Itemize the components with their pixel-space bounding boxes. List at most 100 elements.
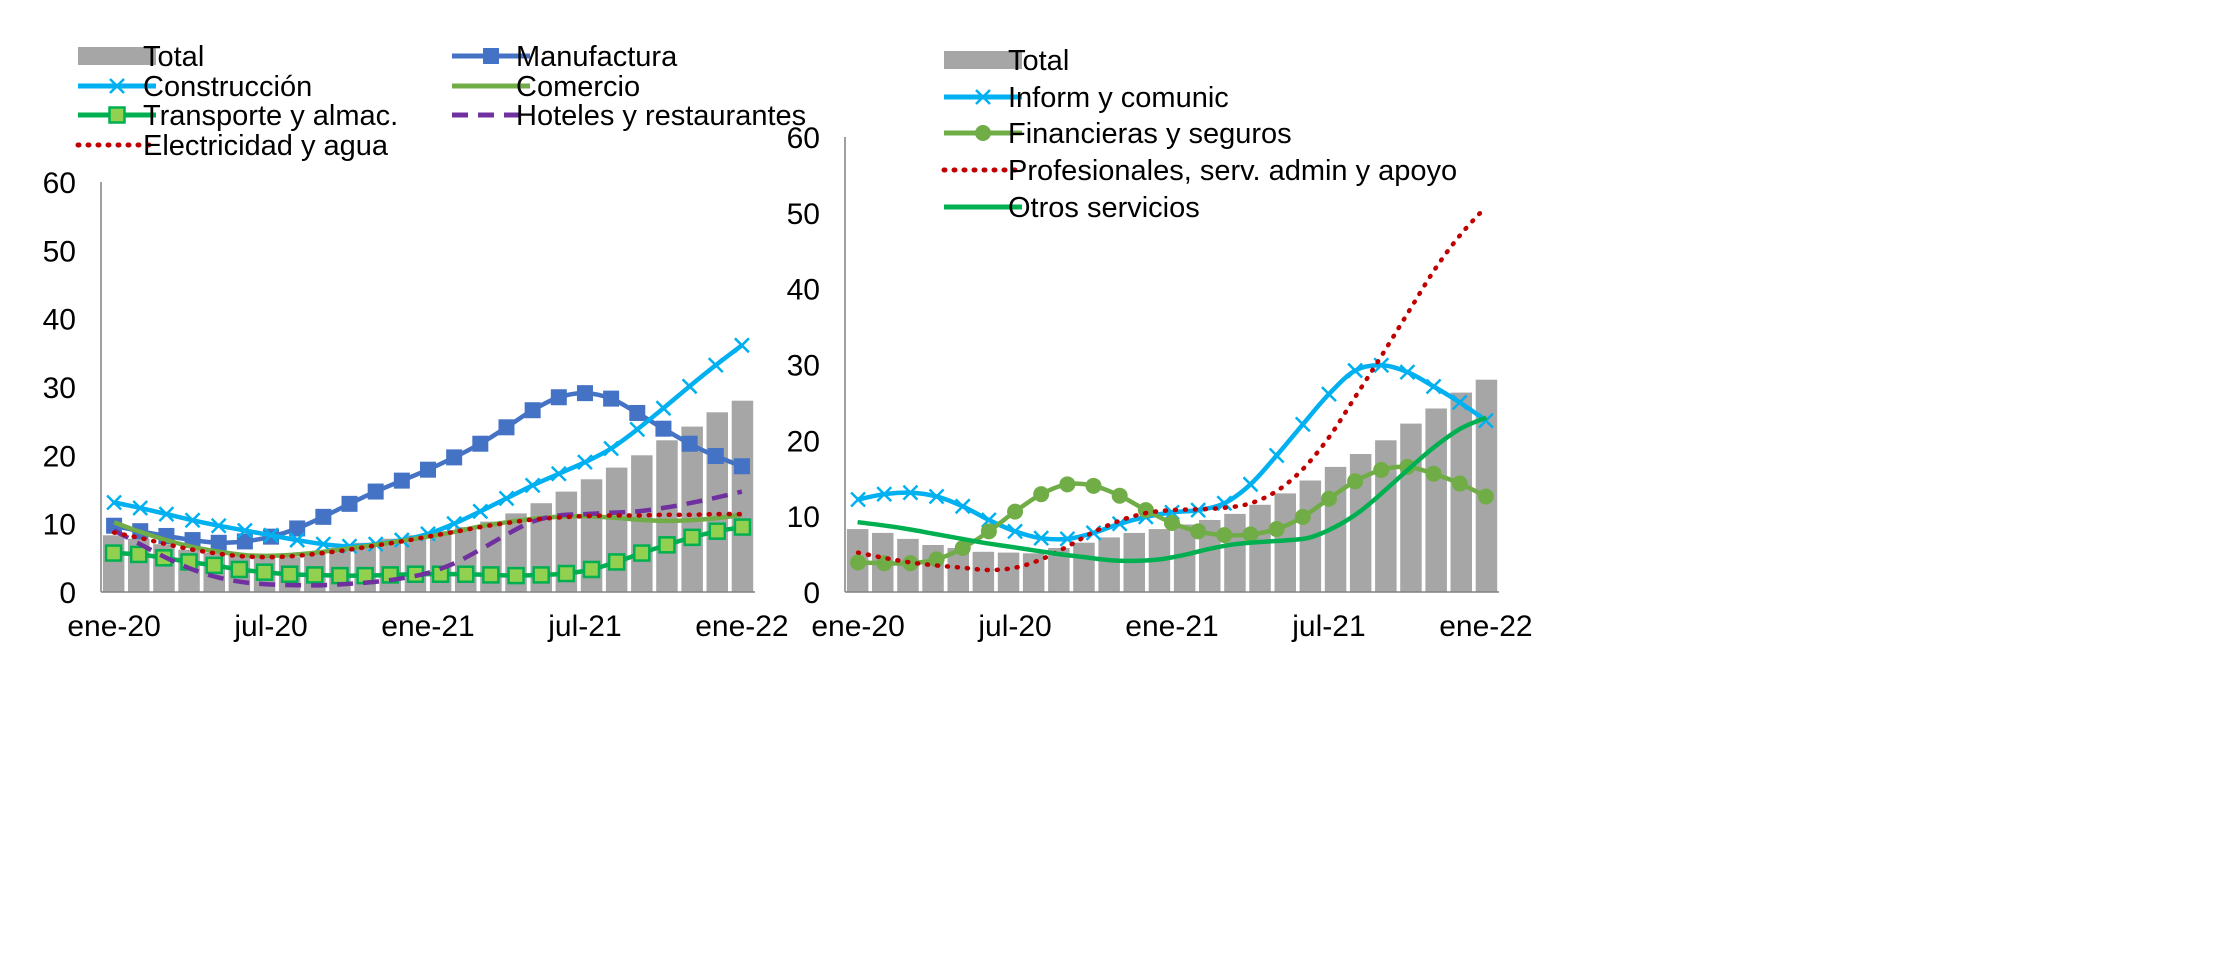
y-tick-label: 40 [787, 274, 820, 307]
data-point [683, 528, 701, 547]
legend-item-transporte-y-almac: Transporte y almac. [78, 100, 398, 132]
bar [1249, 504, 1271, 592]
legend-item-electricidad-y-agua: Electricidad y agua [75, 130, 389, 162]
series-line [113, 512, 743, 559]
line-series-otros-servicios [857, 415, 1488, 564]
data-point [681, 378, 698, 395]
x-tick-label: jul-21 [547, 610, 621, 643]
y-tick-label: 10 [787, 501, 820, 534]
data-point [1321, 386, 1337, 402]
data-point [1268, 521, 1285, 538]
legend-item-comercio: Comercio [452, 71, 640, 103]
y-tick-label: 30 [43, 372, 76, 405]
y-tick-label: 30 [787, 350, 820, 383]
bar [631, 455, 653, 592]
legend-item-inform-y-comunic: Inform y comunic [944, 82, 1229, 114]
legend-label: Total [1008, 45, 1069, 77]
legend-label: Construcción [143, 71, 312, 103]
data-point [603, 440, 620, 457]
legend-swatch [78, 47, 156, 65]
y-tick-label: 0 [59, 577, 76, 610]
legend-marker [483, 48, 499, 64]
bar [1224, 513, 1246, 592]
data-point [331, 566, 349, 585]
data-point [582, 560, 601, 579]
legend-item-profesionales-serv-admin-y-apoyo: Profesionales, serv. admin y apoyo [941, 155, 1457, 187]
data-point [367, 483, 384, 500]
bar [1400, 423, 1422, 592]
data-point [482, 566, 500, 584]
data-point [980, 512, 997, 528]
legend-label: Transporte y almac. [143, 100, 398, 132]
data-point [280, 565, 299, 583]
legend-swatch [944, 51, 1022, 69]
data-point [1059, 476, 1076, 493]
line-series-manufactura [106, 385, 750, 551]
x-tick-label: ene-20 [811, 610, 904, 643]
data-point [928, 551, 945, 568]
data-point [902, 555, 919, 572]
legend: Total Manufactura Construcción Comercio Tran… [75, 41, 806, 162]
data-point [341, 495, 358, 512]
data-point [1216, 527, 1233, 544]
x-tick-label: jul-20 [233, 610, 307, 643]
y-tick-label: 10 [43, 509, 76, 542]
data-point [1216, 495, 1233, 512]
data-point [1007, 523, 1023, 540]
legend-item-hoteles-y-restaurantes: Hoteles y restaurantes [452, 100, 806, 132]
data-point [524, 477, 541, 494]
line-series-construccion [106, 337, 750, 555]
legend-marker [975, 125, 991, 141]
bar [1425, 408, 1447, 592]
line-series-hoteles-y-restaurantes [113, 489, 743, 588]
data-point [557, 564, 576, 583]
bar [922, 545, 944, 592]
data-point [681, 435, 698, 452]
data-point [658, 536, 676, 554]
data-point [236, 522, 253, 539]
bar-series-total [846, 379, 1498, 592]
data-point [550, 465, 567, 482]
data-point [532, 566, 550, 584]
data-point [1137, 502, 1154, 519]
data-point [954, 540, 971, 557]
bar [1450, 392, 1472, 592]
y-tick-label: 50 [43, 235, 76, 268]
data-point [629, 421, 646, 438]
legend-label: Comercio [516, 71, 640, 103]
bar [972, 551, 995, 592]
data-point [210, 534, 227, 551]
line-series-comercio [113, 512, 743, 559]
x-tick-label: ene-21 [381, 610, 474, 643]
data-point [420, 461, 436, 478]
data-point [707, 448, 724, 465]
data-point [289, 532, 306, 548]
data-point [576, 385, 593, 402]
data-point [1085, 477, 1102, 494]
data-point [472, 435, 489, 452]
data-point [236, 533, 253, 550]
data-point [498, 490, 515, 507]
x-tick-label: jul-21 [1291, 610, 1365, 643]
data-point [1399, 364, 1416, 380]
bar [731, 400, 754, 592]
x-tick-label: jul-20 [977, 610, 1051, 643]
data-point [1478, 412, 1494, 429]
data-point [1190, 523, 1207, 540]
data-point [263, 527, 279, 544]
legend-marker [109, 78, 125, 94]
data-point [577, 454, 593, 471]
bar [1048, 548, 1070, 592]
data-point [205, 556, 223, 575]
data-point [1007, 503, 1024, 520]
data-point [928, 488, 945, 505]
series-line [113, 489, 743, 588]
y-tick-label: 0 [803, 577, 820, 610]
data-point [1373, 461, 1390, 478]
data-point [607, 553, 626, 571]
data-point [1164, 514, 1180, 531]
legend-label: Total [143, 41, 204, 73]
data-point [1451, 475, 1468, 492]
data-point [902, 484, 919, 501]
bar [1199, 520, 1221, 592]
